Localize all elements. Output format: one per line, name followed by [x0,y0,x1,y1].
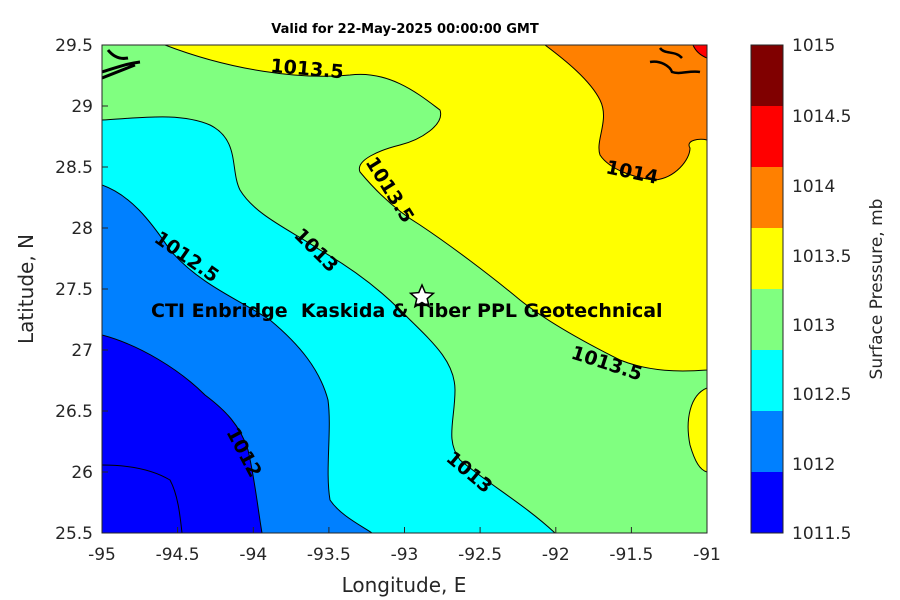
x-tick-label: -91.5 [609,545,653,565]
colorbar-swatch [751,106,783,167]
coastline-right [649,47,701,75]
y-tick-label: 26 [71,463,93,483]
band-1011-5 [102,334,263,533]
x-tick-label: -93 [391,545,419,565]
y-tick-label: 29 [71,97,93,117]
x-axis-label: Longitude, E [342,573,467,597]
depth-line [102,464,183,533]
plot-title: Valid for 22-May-2025 00:00:00 GMT [271,22,539,37]
colorbar-swatch [751,472,783,533]
colorbar-tick-label: 1011.5 [792,524,851,544]
colorbar-swatch [751,167,783,228]
x-tick-label: -94.5 [156,545,200,565]
x-tick-label: -92 [542,545,570,565]
colorbar-title: Surface Pressure, mb [867,199,887,380]
band-1013-5-lobe [687,387,707,473]
star-icon [408,283,436,309]
colorbar: 1015 1014.5 1014 1013.5 1013 1012.5 1012… [750,36,887,544]
colorbar-swatch [751,411,783,472]
x-axis: -95 -94.5 -94 -93.5 -93 -92.5 -92 -91.5 … [88,527,721,565]
x-tick-label: -95 [88,545,116,565]
pressure-field [102,45,707,533]
y-tick-label: 27.5 [55,280,93,300]
colorbar-tick-label: 1012 [792,455,835,475]
y-tick-label: 26.5 [55,402,93,422]
y-tick-label: 29.5 [55,36,93,56]
x-tick-label: -91 [693,545,721,565]
colorbar-tick-label: 1012.5 [792,385,851,405]
band-1014 [544,45,707,181]
band-1013-5 [164,45,707,372]
colorbar-tick-label: 1015 [792,36,835,56]
y-tick-label: 25.5 [55,524,93,544]
colorbar-tick-label: 1013.5 [792,247,851,267]
colorbar-swatch [751,228,783,289]
y-tick-label: 27 [71,341,93,361]
band-1014-5 [692,45,707,59]
x-tick-label: -94 [239,545,267,565]
y-axis-label: Latitude, N [14,234,38,344]
colorbar-tick-label: 1014.5 [792,107,851,127]
x-tick-label: -92.5 [458,545,502,565]
colorbar-tick-label: 1013 [792,316,835,336]
colorbar-tick-label: 1014 [792,177,835,197]
y-axis: 29.5 29 28.5 28 27.5 27 26.5 26 25.5 [55,36,108,544]
colorbar-swatch [751,350,783,411]
y-tick-label: 28 [71,219,93,239]
colorbar-swatch [751,45,783,106]
site-label: CTI Enbridge Kaskida & Tiber PPL Geotech… [151,300,663,322]
colorbar-swatch [751,289,783,350]
colorbar-frame [750,44,784,534]
y-tick-label: 28.5 [55,158,93,178]
x-tick-label: -93.5 [307,545,351,565]
coastline [102,49,141,80]
